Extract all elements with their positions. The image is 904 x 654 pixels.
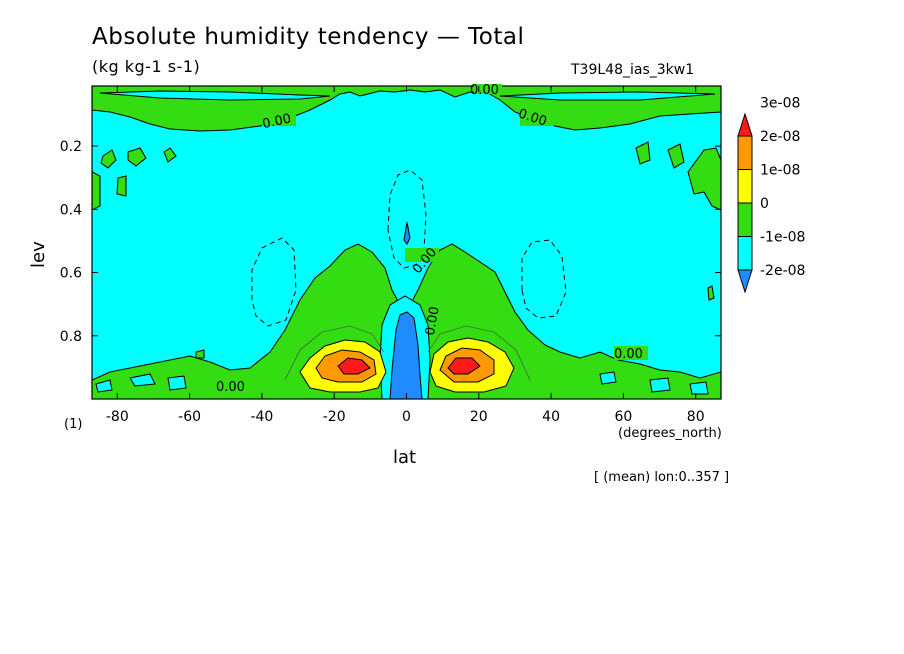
colorbar-tick-label: -2e-08 [760, 263, 805, 279]
y-tick-label: 0.8 [60, 329, 82, 345]
thin-contour-lines [284, 325, 531, 381]
cyan-hole-3 [167, 375, 187, 391]
panel-label: (1) [64, 417, 83, 432]
cyan-hole-5 [649, 377, 671, 393]
x-axis-ticks: -80 -60 -40 -20 0 20 40 60 80 [106, 86, 705, 425]
y-tick-label: 0.6 [60, 266, 82, 282]
colorbar-tick-label: 3e-08 [760, 96, 800, 112]
x-tick-label: 40 [542, 409, 560, 425]
colorbar: -2e-08 -1e-08 0 1e-08 2e-08 3e-08 [737, 96, 805, 294]
x-axis-units: (degrees_north) [618, 426, 722, 441]
y-tick-label: 0.2 [60, 139, 82, 155]
region-equatorial-min [389, 311, 423, 399]
x-tick-label: -80 [106, 409, 129, 425]
dashed-contour-left [251, 237, 297, 327]
x-tick-label: -60 [178, 409, 201, 425]
x-axis-label: lat [393, 447, 417, 468]
green-patch-4 [116, 175, 127, 197]
averaging-note: [ (mean) lon:0..357 ] [594, 470, 730, 485]
green-patch-9 [707, 285, 715, 301]
colorbar-tick-label: 0 [760, 196, 769, 212]
colorbar-tick-label: 2e-08 [760, 129, 800, 145]
green-patch-5 [92, 171, 101, 211]
colorbar-tick-label: 1e-08 [760, 163, 800, 179]
x-tick-label: 20 [470, 409, 488, 425]
contour-label-lower-left: 0.00 [216, 380, 245, 395]
green-patch-1 [100, 149, 117, 169]
contour-label-top: 0.00 [470, 83, 499, 98]
contour-fill-layer [92, 86, 721, 399]
colorbar-tick-label: -1e-08 [760, 230, 805, 246]
thin-contour-north [427, 325, 531, 381]
x-tick-label: 80 [687, 409, 705, 425]
colorbar-segment [737, 236, 753, 271]
dashed-contour-center [387, 169, 427, 269]
green-patch-2 [127, 147, 147, 167]
chart-title: Absolute humidity tendency — Total [92, 24, 525, 50]
y-axis-ticks: 0.2 0.4 0.6 0.8 [60, 139, 721, 345]
y-tick-label: 0.4 [60, 202, 82, 218]
dashed-contour-lines [251, 169, 567, 327]
region-subtropical-south-red [337, 357, 371, 375]
contour-label-lower-right: 0.00 [614, 347, 643, 362]
green-patch-10 [195, 349, 205, 359]
cyan-hole-6 [689, 381, 709, 395]
upper-blue-sliver [403, 221, 411, 245]
x-tick-label: -20 [323, 409, 346, 425]
chart-units: (kg kg-1 s-1) [92, 57, 201, 76]
colorbar-segment [737, 202, 753, 237]
upper-level-cyan-patch-right [499, 91, 716, 101]
region-subtropical-north-red [447, 357, 481, 375]
contour-label-upper-left: 0.00 [261, 111, 292, 132]
thin-contour-south [284, 325, 385, 381]
colorbar-top-arrow [737, 112, 753, 137]
cyan-hole-1 [95, 379, 113, 393]
contour-labels: 0.00 0.00 0.00 0.00 0.00 0.00 0.00 [216, 83, 648, 395]
colorbar-segment [737, 135, 753, 170]
colorbar-segment [737, 169, 753, 204]
cyan-hole-4 [599, 371, 617, 385]
contour-label-center-lower: 0.00 [423, 305, 443, 336]
run-label: T39L48_ias_3kw1 [571, 62, 695, 78]
x-tick-label: 0 [402, 409, 411, 425]
upper-level-cyan-patch-left [99, 90, 331, 101]
cyan-hole-2 [129, 373, 156, 387]
colorbar-bottom-arrow [737, 269, 753, 294]
green-patch-7 [667, 143, 685, 169]
green-patch-8 [687, 147, 721, 211]
green-patch-6 [635, 141, 651, 165]
x-tick-label: -40 [250, 409, 273, 425]
green-patch-3 [163, 147, 177, 163]
x-tick-label: 60 [614, 409, 632, 425]
